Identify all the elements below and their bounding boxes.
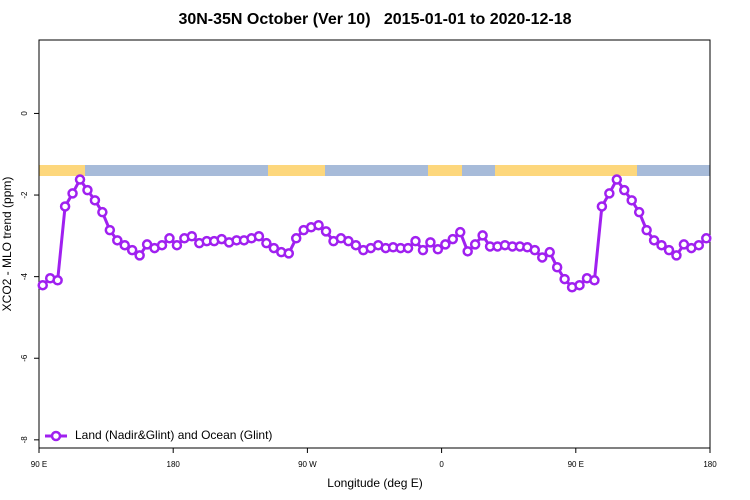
- data-point: [663, 244, 675, 256]
- x-tick-label: 90 W: [298, 460, 317, 469]
- data-point: [619, 184, 630, 196]
- land-band: [268, 165, 325, 176]
- data-point: [425, 237, 436, 248]
- data-point: [648, 235, 660, 246]
- data-point: [283, 248, 295, 259]
- data-point: [164, 233, 175, 244]
- data-point: [82, 184, 93, 196]
- data-point: [313, 219, 324, 231]
- x-tick-label: 90 E: [31, 460, 47, 469]
- data-point: [97, 206, 108, 218]
- data-point: [410, 235, 421, 247]
- x-tick-label: 0: [439, 460, 444, 469]
- y-axis-label: XCO2 - MLO trend (ppm): [0, 177, 14, 312]
- land-band: [39, 165, 85, 176]
- data-point: [671, 250, 682, 261]
- data-point: [432, 244, 444, 255]
- y-tick-label: 0: [20, 111, 29, 116]
- data-point: [156, 239, 168, 251]
- y-tick-label: -4: [20, 273, 29, 281]
- data-point: [447, 233, 459, 245]
- data-point: [261, 237, 272, 249]
- data-point: [171, 239, 183, 251]
- data-point: [611, 174, 623, 185]
- data-point: [559, 273, 570, 285]
- data-point: [656, 239, 667, 251]
- data-point: [186, 230, 198, 242]
- data-point: [537, 252, 548, 263]
- data-point: [477, 230, 488, 241]
- data-point: [574, 279, 585, 291]
- y-tick-label: -8: [20, 436, 29, 444]
- data-point: [74, 174, 86, 185]
- data-point: [626, 195, 637, 206]
- legend-marker: [50, 430, 62, 442]
- data-point: [701, 233, 712, 244]
- data-point: [343, 235, 354, 247]
- plot-frame: [38, 39, 711, 449]
- data-point: [126, 244, 138, 256]
- data-point: [633, 206, 645, 218]
- legend-label: Land (Nadir&Glint) and Ocean (Glint): [75, 428, 272, 442]
- data-point: [440, 239, 451, 250]
- data-point: [462, 246, 473, 257]
- x-tick-label: 180: [167, 460, 181, 469]
- data-point: [59, 201, 71, 212]
- data-point: [89, 195, 101, 206]
- data-point: [417, 244, 429, 256]
- data-point: [604, 188, 615, 199]
- data-point: [544, 246, 555, 258]
- x-tick-label: 90 E: [568, 460, 584, 469]
- data-point: [641, 224, 652, 236]
- data-point: [469, 239, 481, 250]
- data-point: [253, 230, 265, 242]
- data-point: [290, 233, 302, 244]
- chart-title: 30N-35N October (Ver 10) 2015-01-01 to 2…: [178, 11, 571, 28]
- x-tick-label: 180: [703, 460, 717, 469]
- data-point: [134, 250, 145, 261]
- land-ocean-strip: [39, 165, 710, 176]
- data-point: [350, 239, 362, 251]
- data-point: [320, 226, 332, 237]
- data-point: [551, 262, 563, 273]
- data-point: [596, 201, 608, 212]
- data-point: [119, 239, 130, 251]
- data-point: [112, 235, 123, 246]
- data-point: [529, 244, 541, 256]
- data-point: [52, 275, 63, 286]
- x-axis-label: Longitude (deg E): [327, 476, 422, 490]
- y-tick-label: -2: [20, 191, 29, 199]
- data-point: [104, 224, 116, 236]
- land-band: [428, 165, 462, 176]
- data-point: [454, 226, 466, 238]
- data-point: [37, 279, 48, 291]
- ocean-band: [39, 165, 710, 176]
- land-band: [495, 165, 637, 176]
- data-point: [268, 242, 280, 254]
- data-point: [402, 242, 414, 254]
- data-point: [589, 275, 600, 286]
- y-tick-label: -6: [20, 354, 29, 362]
- data-point: [67, 188, 78, 199]
- data-point: [693, 239, 705, 251]
